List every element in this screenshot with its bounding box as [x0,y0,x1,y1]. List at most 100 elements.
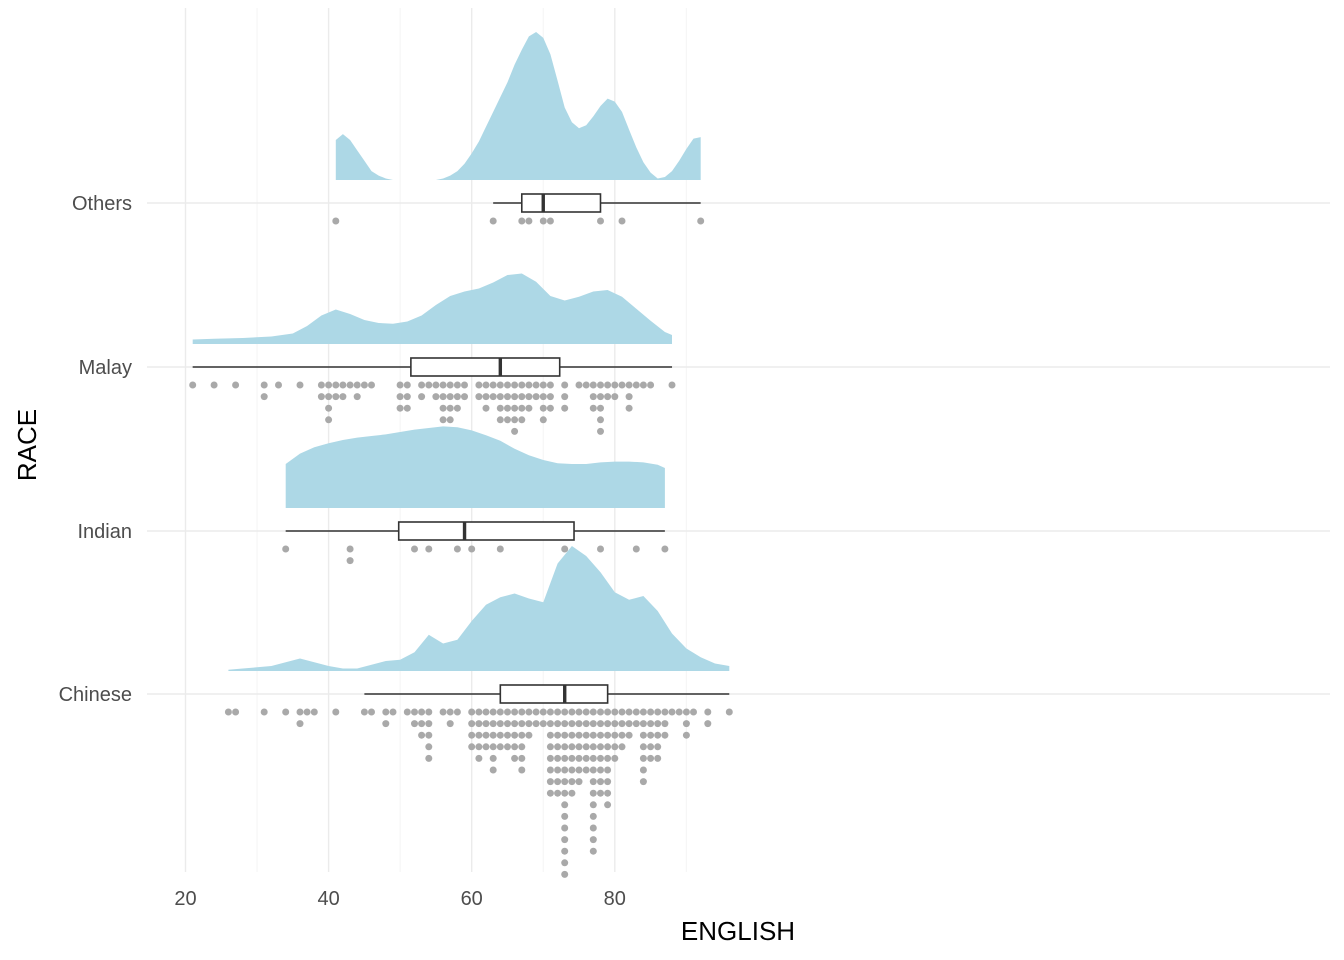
data-point [654,720,662,728]
data-point [439,404,447,412]
data-point [525,217,533,225]
data-point [589,847,597,855]
data-point [260,381,268,389]
data-point [525,393,533,401]
data-point [618,743,626,751]
data-point [461,393,468,401]
data-point [446,404,454,412]
data-point [482,731,490,739]
data-point [296,720,304,728]
x-tick-label: 20 [174,888,196,910]
data-point [554,731,562,739]
data-point [639,708,647,716]
data-point [496,731,504,739]
data-point [690,708,697,716]
data-point [647,720,655,728]
data-point [403,393,411,401]
data-point [468,720,476,728]
data-point [511,381,519,389]
data-point [539,416,547,424]
data-point [475,720,483,728]
data-point [561,789,569,797]
density-clouds [192,32,730,671]
data-point [504,416,511,424]
data-point [704,720,712,728]
data-point [496,381,504,389]
data-point [597,731,604,739]
data-point [575,743,583,751]
data-point [618,708,626,716]
boxplot-others [493,193,701,213]
data-point [554,754,562,762]
data-point [604,731,612,739]
data-point [589,404,597,412]
data-point [554,743,562,751]
data-point [589,812,597,820]
data-point [482,393,490,401]
data-point [411,708,418,716]
data-point [425,720,433,728]
data-point [518,720,526,728]
data-point [554,778,562,786]
density-chinese [228,546,730,671]
data-point [525,720,533,728]
data-point [604,766,612,774]
data-point [647,708,655,716]
data-point [475,381,483,389]
data-point [604,708,612,716]
data-point [310,708,318,716]
data-point [597,393,604,401]
data-point [546,381,554,389]
dots-malay [189,381,676,435]
data-point [561,766,569,774]
data-point [575,381,583,389]
data-point [475,754,483,762]
data-point [582,766,590,774]
data-point [360,708,368,716]
data-point [561,404,569,412]
data-point [561,801,569,809]
data-point [418,381,426,389]
data-point [625,393,633,401]
data-point [303,708,311,716]
data-point [418,393,426,401]
data-point [647,381,655,389]
data-point [232,381,240,389]
data-point [468,731,476,739]
data-point [625,731,633,739]
data-point [611,754,619,762]
data-point [403,404,411,412]
data-point [568,731,576,739]
data-point [575,766,583,774]
data-point [532,381,540,389]
data-point [317,381,325,389]
box-iqr [499,684,609,704]
data-point [582,754,590,762]
data-point [546,754,554,762]
data-point [453,708,461,716]
data-point [568,754,576,762]
data-point [625,720,633,728]
data-point [546,778,554,786]
data-point [518,766,526,774]
data-point [260,708,268,716]
data-point [589,824,597,832]
data-point [561,870,569,878]
x-axis-ticks: 20 40 60 80 [174,888,626,910]
data-point [432,393,440,401]
data-point [496,743,504,751]
data-point [554,720,562,728]
data-point [561,743,569,751]
data-point [539,404,547,412]
data-point [511,720,519,728]
data-point [632,708,640,716]
data-point [496,404,504,412]
data-point [589,789,597,797]
data-point [625,404,633,412]
boxplot-indian [285,521,665,541]
data-point [647,743,655,751]
data-point [482,720,490,728]
data-point [611,743,619,751]
data-point [532,720,540,728]
data-point [325,416,333,424]
